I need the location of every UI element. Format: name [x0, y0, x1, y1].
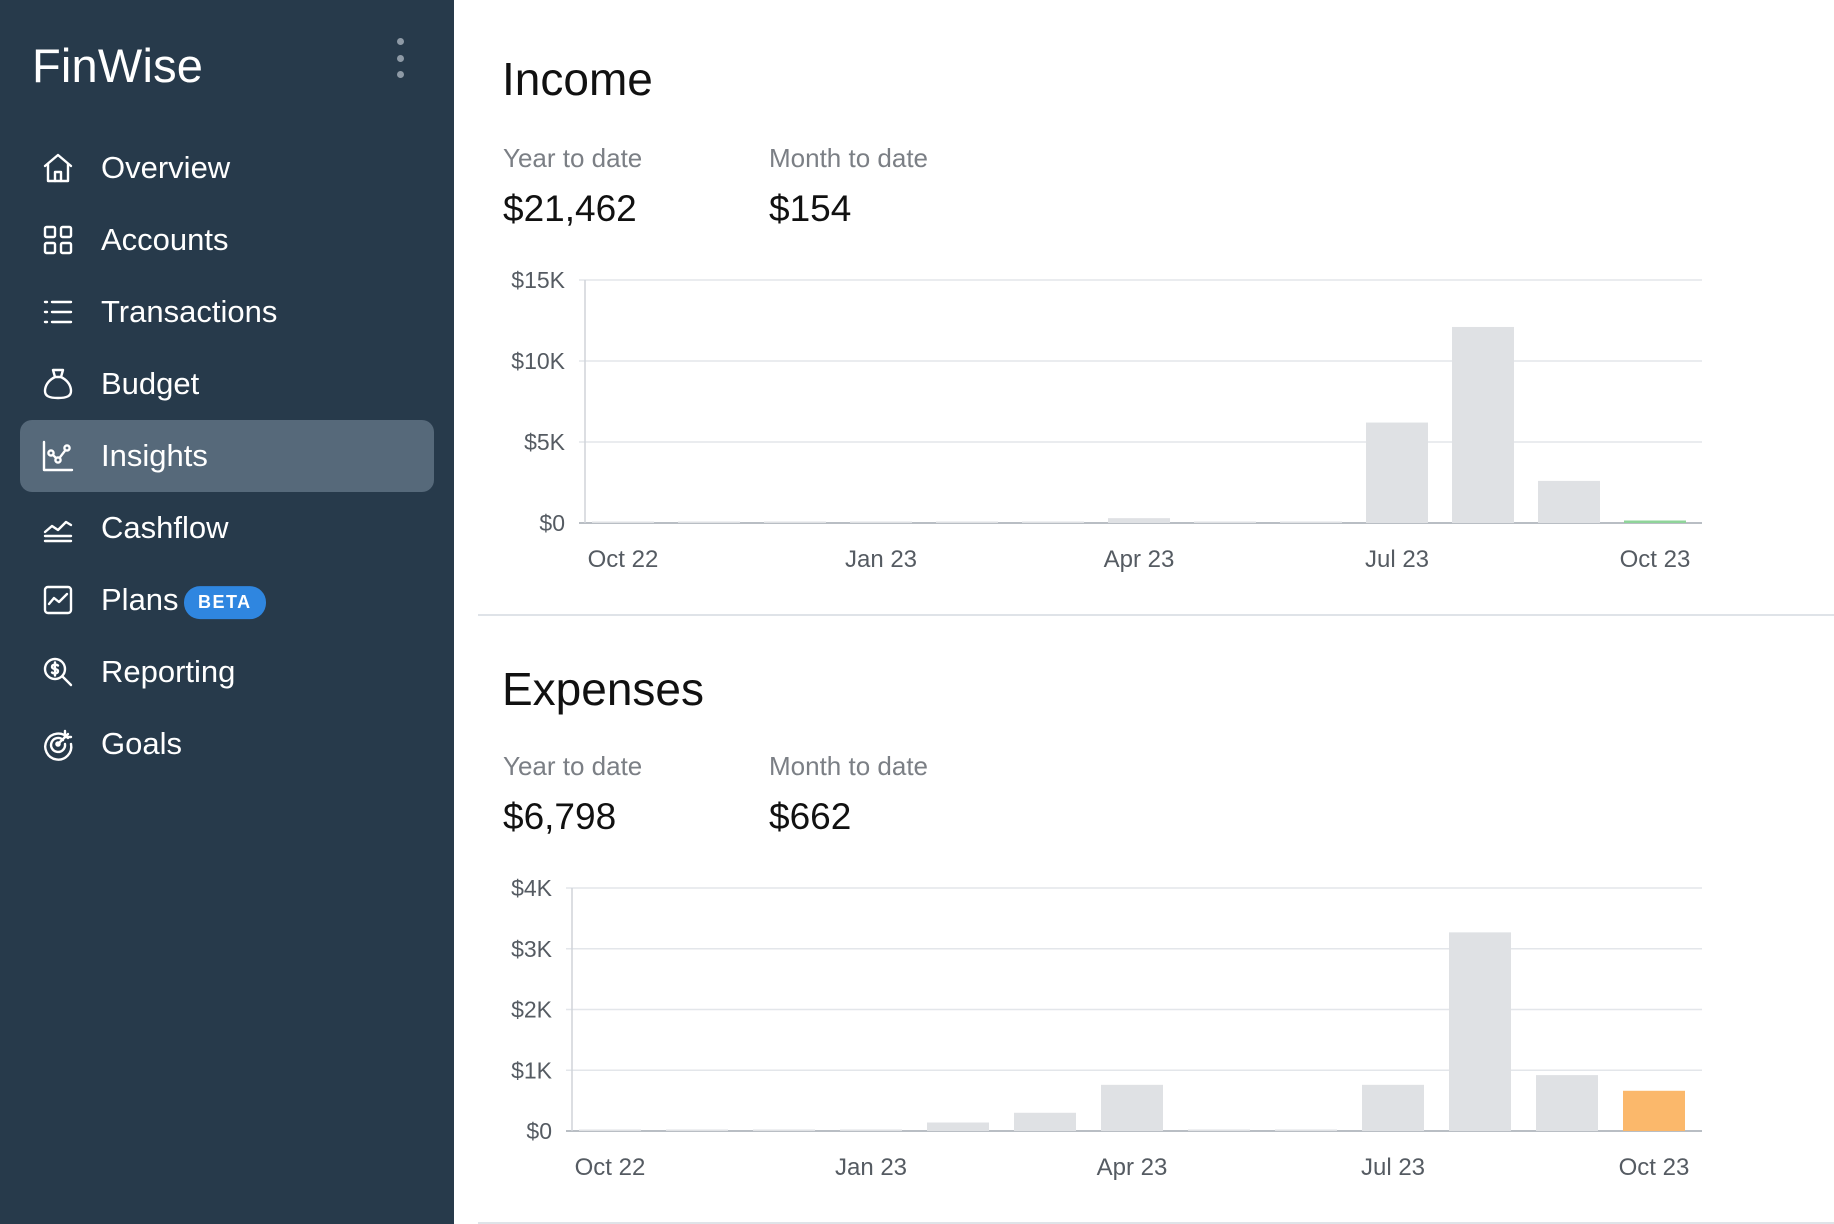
income-bar	[1624, 520, 1686, 523]
income-ytd-value: $21,462	[503, 188, 637, 229]
expenses-bar	[927, 1122, 989, 1131]
sidebar-item-budget[interactable]: Budget	[20, 348, 434, 420]
section-divider	[478, 614, 1834, 616]
expenses-ytick-label: $0	[526, 1118, 552, 1144]
expenses-ytick-label: $3K	[511, 936, 553, 962]
sidebar-item-cashflow[interactable]: Cashflow	[20, 492, 434, 564]
expenses-bar	[840, 1129, 902, 1131]
income-xtick-label: Oct 22	[588, 546, 659, 573]
income-mtd-stat: Month to date $154	[769, 143, 928, 230]
sidebar-item-label: Transactions	[101, 294, 278, 329]
income-chart: $0 $5K $10K $15K Oct 22 Jan 23 Apr 23 Jul 23 Oct…	[511, 267, 1702, 573]
income-ytd-label: Year to date	[503, 143, 643, 173]
expenses-xtick-label: Apr 23	[1097, 1154, 1168, 1181]
search-dollar-icon	[40, 654, 76, 690]
sidebar: FinWise Overview Accounts	[0, 0, 454, 1224]
income-xtick-label: Jan 23	[845, 546, 917, 573]
money-bag-icon	[40, 366, 76, 402]
expenses-bar	[1014, 1112, 1076, 1131]
sidebar-item-label: Goals	[101, 726, 182, 761]
sidebar-item-transactions[interactable]: Transactions	[20, 276, 434, 348]
beta-badge: BETA	[184, 586, 266, 620]
income-ytick-label: $10K	[511, 348, 565, 374]
income-bar	[1452, 326, 1514, 523]
income-title: Income	[502, 53, 653, 105]
income-mtd-label: Month to date	[769, 143, 928, 173]
expenses-xtick-label: Jan 23	[835, 1154, 907, 1181]
expenses-ytick-label: $1K	[511, 1057, 553, 1083]
income-xtick-label: Apr 23	[1104, 546, 1175, 573]
main-content: Income Year to date $21,462 Month to dat…	[454, 0, 1834, 1224]
income-bar	[1022, 521, 1084, 523]
more-options-icon[interactable]	[392, 38, 408, 78]
sidebar-item-label: Insights	[101, 438, 208, 473]
expenses-chart: $0 $1K $2K $3K $4K Oct 22 Jan 23 Apr 23 Jul 23 Oc…	[511, 875, 1702, 1181]
income-bar	[678, 521, 740, 523]
expenses-bar	[579, 1129, 641, 1131]
sidebar-nav: Overview Accounts Transactions	[20, 132, 434, 780]
expenses-mtd-label: Month to date	[769, 751, 928, 781]
home-icon	[40, 150, 76, 186]
income-mtd-value: $154	[769, 188, 852, 229]
income-section: Income Year to date $21,462 Month to dat…	[454, 0, 1834, 616]
income-bar	[592, 521, 654, 523]
expenses-bar	[753, 1129, 815, 1131]
expenses-ytd-value: $6,798	[503, 796, 617, 837]
income-bar	[1538, 480, 1600, 523]
plans-chart-icon	[40, 582, 76, 618]
income-ytd-stat: Year to date $21,462	[503, 143, 642, 230]
sidebar-item-plans[interactable]: Plans BETA	[20, 564, 434, 636]
income-bar	[850, 521, 912, 523]
income-bar	[936, 521, 998, 523]
income-bar	[764, 521, 826, 523]
section-divider	[478, 1222, 1834, 1224]
income-bar	[1194, 521, 1256, 523]
expenses-title: Expenses	[502, 663, 705, 715]
sidebar-item-label: Accounts	[101, 222, 229, 257]
income-ytick-label: $5K	[524, 429, 566, 455]
list-icon	[40, 294, 76, 330]
income-ytick-label: $0	[539, 510, 565, 536]
expenses-bar	[1362, 1084, 1424, 1131]
sidebar-item-label: Budget	[101, 366, 200, 401]
expenses-bar	[1188, 1129, 1250, 1131]
income-xtick-label: Jul 23	[1365, 546, 1429, 573]
app-title: FinWise	[32, 39, 204, 92]
expenses-ytd-stat: Year to date $6,798	[503, 751, 642, 838]
sidebar-item-overview[interactable]: Overview	[20, 132, 434, 204]
sidebar-item-reporting[interactable]: Reporting	[20, 636, 434, 708]
expenses-bar	[1623, 1090, 1685, 1131]
expenses-xtick-label: Oct 22	[575, 1154, 646, 1181]
sidebar-item-label: Plans	[101, 582, 179, 617]
expenses-bar	[1536, 1075, 1598, 1131]
expenses-bar	[666, 1129, 728, 1131]
expenses-ytick-label: $2K	[511, 997, 553, 1023]
expenses-ytd-label: Year to date	[503, 751, 643, 781]
insights-chart-icon	[40, 438, 76, 474]
income-bar	[1108, 518, 1170, 523]
sidebar-item-insights[interactable]: Insights	[20, 420, 434, 492]
expenses-bar	[1275, 1129, 1337, 1131]
expenses-mtd-value: $662	[769, 796, 852, 837]
expenses-bar	[1449, 932, 1511, 1131]
sidebar-item-label: Reporting	[101, 654, 236, 689]
grid-icon	[40, 222, 76, 258]
sidebar-item-accounts[interactable]: Accounts	[20, 204, 434, 276]
expenses-mtd-stat: Month to date $662	[769, 751, 928, 838]
income-bar	[1366, 422, 1428, 523]
income-ytick-label: $15K	[511, 267, 565, 293]
sidebar-item-label: Cashflow	[101, 510, 229, 545]
income-xtick-label: Oct 23	[1620, 546, 1691, 573]
sidebar-item-label: Overview	[101, 150, 231, 185]
expenses-xtick-label: Jul 23	[1361, 1154, 1425, 1181]
income-bar	[1280, 521, 1342, 523]
expenses-ytick-label: $4K	[511, 875, 553, 901]
target-icon	[40, 726, 76, 762]
expenses-section: Expenses Year to date $6,798 Month to da…	[454, 616, 1834, 1224]
cashflow-icon	[40, 510, 76, 546]
expenses-bar	[1101, 1084, 1163, 1131]
sidebar-item-goals[interactable]: Goals	[20, 708, 434, 780]
expenses-xtick-label: Oct 23	[1619, 1154, 1690, 1181]
